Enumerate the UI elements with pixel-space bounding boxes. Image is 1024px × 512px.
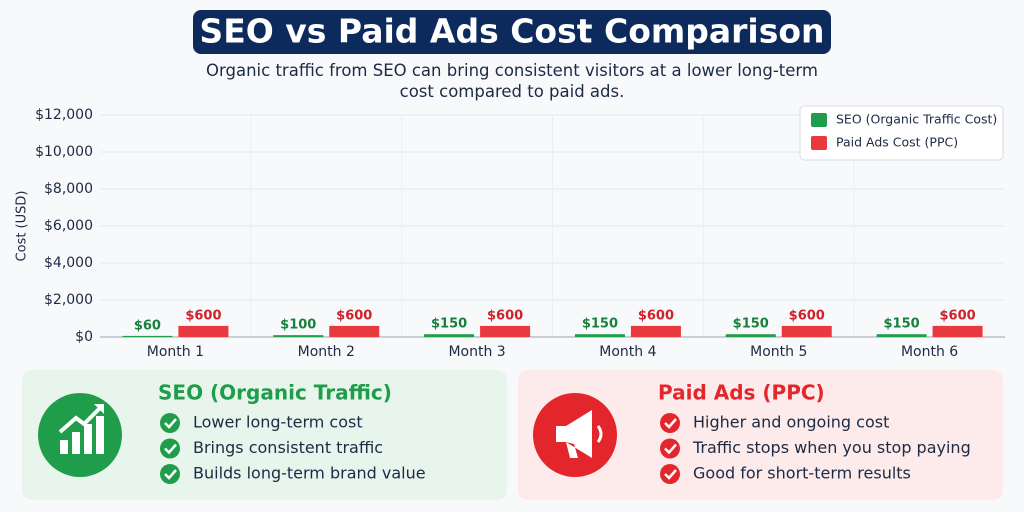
x-tick-label: Month 3 (448, 344, 505, 360)
value-label: $150 (733, 317, 769, 332)
value-label: $600 (638, 308, 674, 323)
y-tick-label: $4,000 (44, 255, 93, 271)
bar (781, 325, 832, 337)
ads-icon-wave (596, 425, 603, 443)
value-label: $150 (582, 317, 618, 332)
bar (630, 325, 681, 337)
check-icon (660, 464, 680, 484)
check-mark (164, 443, 177, 455)
value-label: $600 (939, 308, 975, 323)
bar (932, 325, 983, 337)
value-label: $150 (883, 317, 919, 332)
bar (480, 325, 531, 337)
card-item: Builds long-term brand value (193, 464, 426, 483)
legend-swatch (811, 136, 827, 150)
card-title: Paid Ads (PPC) (658, 381, 825, 405)
x-tick-label: Month 1 (147, 344, 204, 360)
bar (725, 334, 776, 337)
y-tick-label: $8,000 (44, 181, 93, 197)
seo-icon-bars (60, 416, 104, 454)
value-label: $150 (431, 317, 467, 332)
check-mark (164, 418, 177, 429)
x-tick-label: Month 6 (901, 344, 958, 360)
y-tick-label: $6,000 (44, 218, 93, 234)
value-label: $600 (487, 308, 523, 323)
check-icon (160, 438, 180, 459)
y-axis-label: Cost (USD) (15, 191, 30, 262)
check-icon (660, 413, 680, 433)
title-pill (193, 10, 831, 54)
seo-icon-arrow (58, 406, 102, 434)
x-tick-label: Month 4 (599, 344, 656, 360)
y-tick-label: $0 (75, 329, 93, 345)
legend-swatch (811, 113, 827, 127)
legend-box (799, 105, 1004, 161)
x-tick-label: Month 5 (750, 344, 807, 360)
check-mark (664, 443, 677, 455)
bar (424, 334, 475, 337)
ads-icon-megaphone (556, 410, 592, 458)
check-icon (160, 413, 180, 433)
check-icon (160, 464, 180, 484)
value-label: $600 (185, 308, 221, 323)
card-item: Higher and ongoing cost (693, 413, 889, 432)
legend-label: SEO (Organic Traffic Cost) (836, 112, 997, 127)
y-tick-label: $2,000 (44, 292, 93, 308)
x-tick-label: Month 2 (298, 344, 355, 360)
card-bg (22, 370, 507, 500)
legend-label: Paid Ads Cost (PPC) (836, 135, 958, 150)
card-item: Brings consistent traffic (193, 438, 383, 457)
y-tick-label: $12,000 (35, 107, 93, 123)
value-label: $100 (280, 318, 316, 333)
card-item: Traffic stops when you stop paying (692, 438, 971, 457)
bar (876, 334, 927, 337)
card-item: Lower long-term cost (193, 413, 363, 432)
seo-icon-arrowhead (94, 404, 104, 414)
bar (329, 325, 380, 337)
subtitle: Organic traffic from SEO can bring consi… (206, 61, 818, 101)
y-tick-label: $10,000 (35, 144, 93, 160)
value-label: $600 (789, 308, 825, 323)
check-mark (164, 469, 177, 480)
check-icon (660, 438, 680, 459)
bar (273, 335, 324, 337)
bar (574, 334, 625, 337)
card-item: Good for short-term results (693, 464, 911, 483)
bar (122, 335, 173, 337)
chart-title: SEO vs Paid Ads Cost Comparison (199, 12, 824, 51)
check-mark (664, 469, 677, 480)
value-label: $600 (336, 308, 372, 323)
card-title: SEO (Organic Traffic) (158, 381, 392, 405)
check-mark (664, 418, 677, 429)
value-label: $60 (134, 318, 161, 333)
card-bg (518, 370, 1003, 500)
bar (178, 325, 229, 337)
